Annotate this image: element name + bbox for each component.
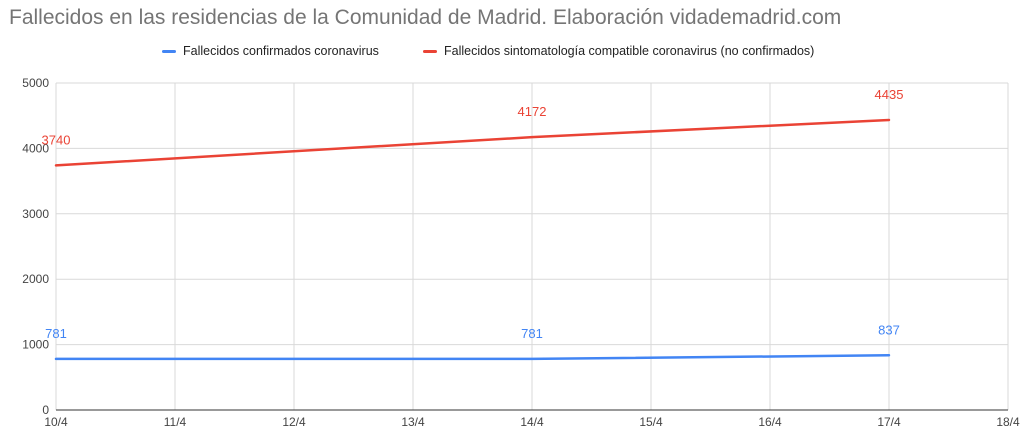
- label-layer: 781 781 837 3740 4172 4435: [42, 87, 904, 341]
- legend-item-unconfirmed: Fallecidos sintomatología compatible cor…: [423, 44, 814, 58]
- data-label: 781: [521, 326, 543, 341]
- legend-swatch-confirmed: [162, 49, 176, 53]
- series-line-1: [54, 118, 891, 167]
- x-tick-label: 12/4: [282, 415, 306, 429]
- legend-swatch-unconfirmed: [423, 49, 437, 53]
- legend-label-confirmed: Fallecidos confirmados coronavirus: [183, 44, 379, 58]
- x-tick-label: 18/4: [996, 415, 1020, 429]
- x-tick-label: 10/4: [44, 415, 68, 429]
- series-line-0: [54, 354, 891, 361]
- data-label: 781: [45, 326, 67, 341]
- y-tick-label: 1000: [22, 338, 49, 352]
- x-tick-label: 11/4: [164, 415, 187, 429]
- chart-title: Fallecidos en las residencias de la Comu…: [9, 6, 842, 29]
- y-tick-label: 5000: [22, 76, 49, 90]
- data-label: 837: [878, 322, 900, 337]
- x-tick-label: 16/4: [758, 415, 782, 429]
- axis-layer: 0 1000 2000 3000 4000 5000 10/4 11/4 12/4 13/4 14/…: [22, 76, 1020, 429]
- y-tick-label: 0: [42, 403, 49, 417]
- legend-label-unconfirmed: Fallecidos sintomatología compatible cor…: [444, 44, 815, 58]
- x-tick-label: 13/4: [401, 415, 425, 429]
- x-tick-label: 17/4: [877, 415, 901, 429]
- y-tick-label: 4000: [22, 141, 49, 155]
- x-tick-label: 15/4: [639, 415, 663, 429]
- data-label: 4435: [875, 87, 904, 102]
- x-tick-label: 14/4: [520, 415, 544, 429]
- chart-legend: Fallecidos confirmados coronavirus Falle…: [0, 44, 1024, 62]
- y-tick-label: 3000: [22, 207, 49, 221]
- series-layer: [54, 118, 891, 361]
- data-label: 4172: [518, 104, 547, 119]
- data-label: 3740: [42, 132, 71, 147]
- legend-item-confirmed: Fallecidos confirmados coronavirus: [162, 44, 379, 58]
- y-tick-label: 2000: [22, 272, 49, 286]
- grid-layer: [55, 82, 1009, 410]
